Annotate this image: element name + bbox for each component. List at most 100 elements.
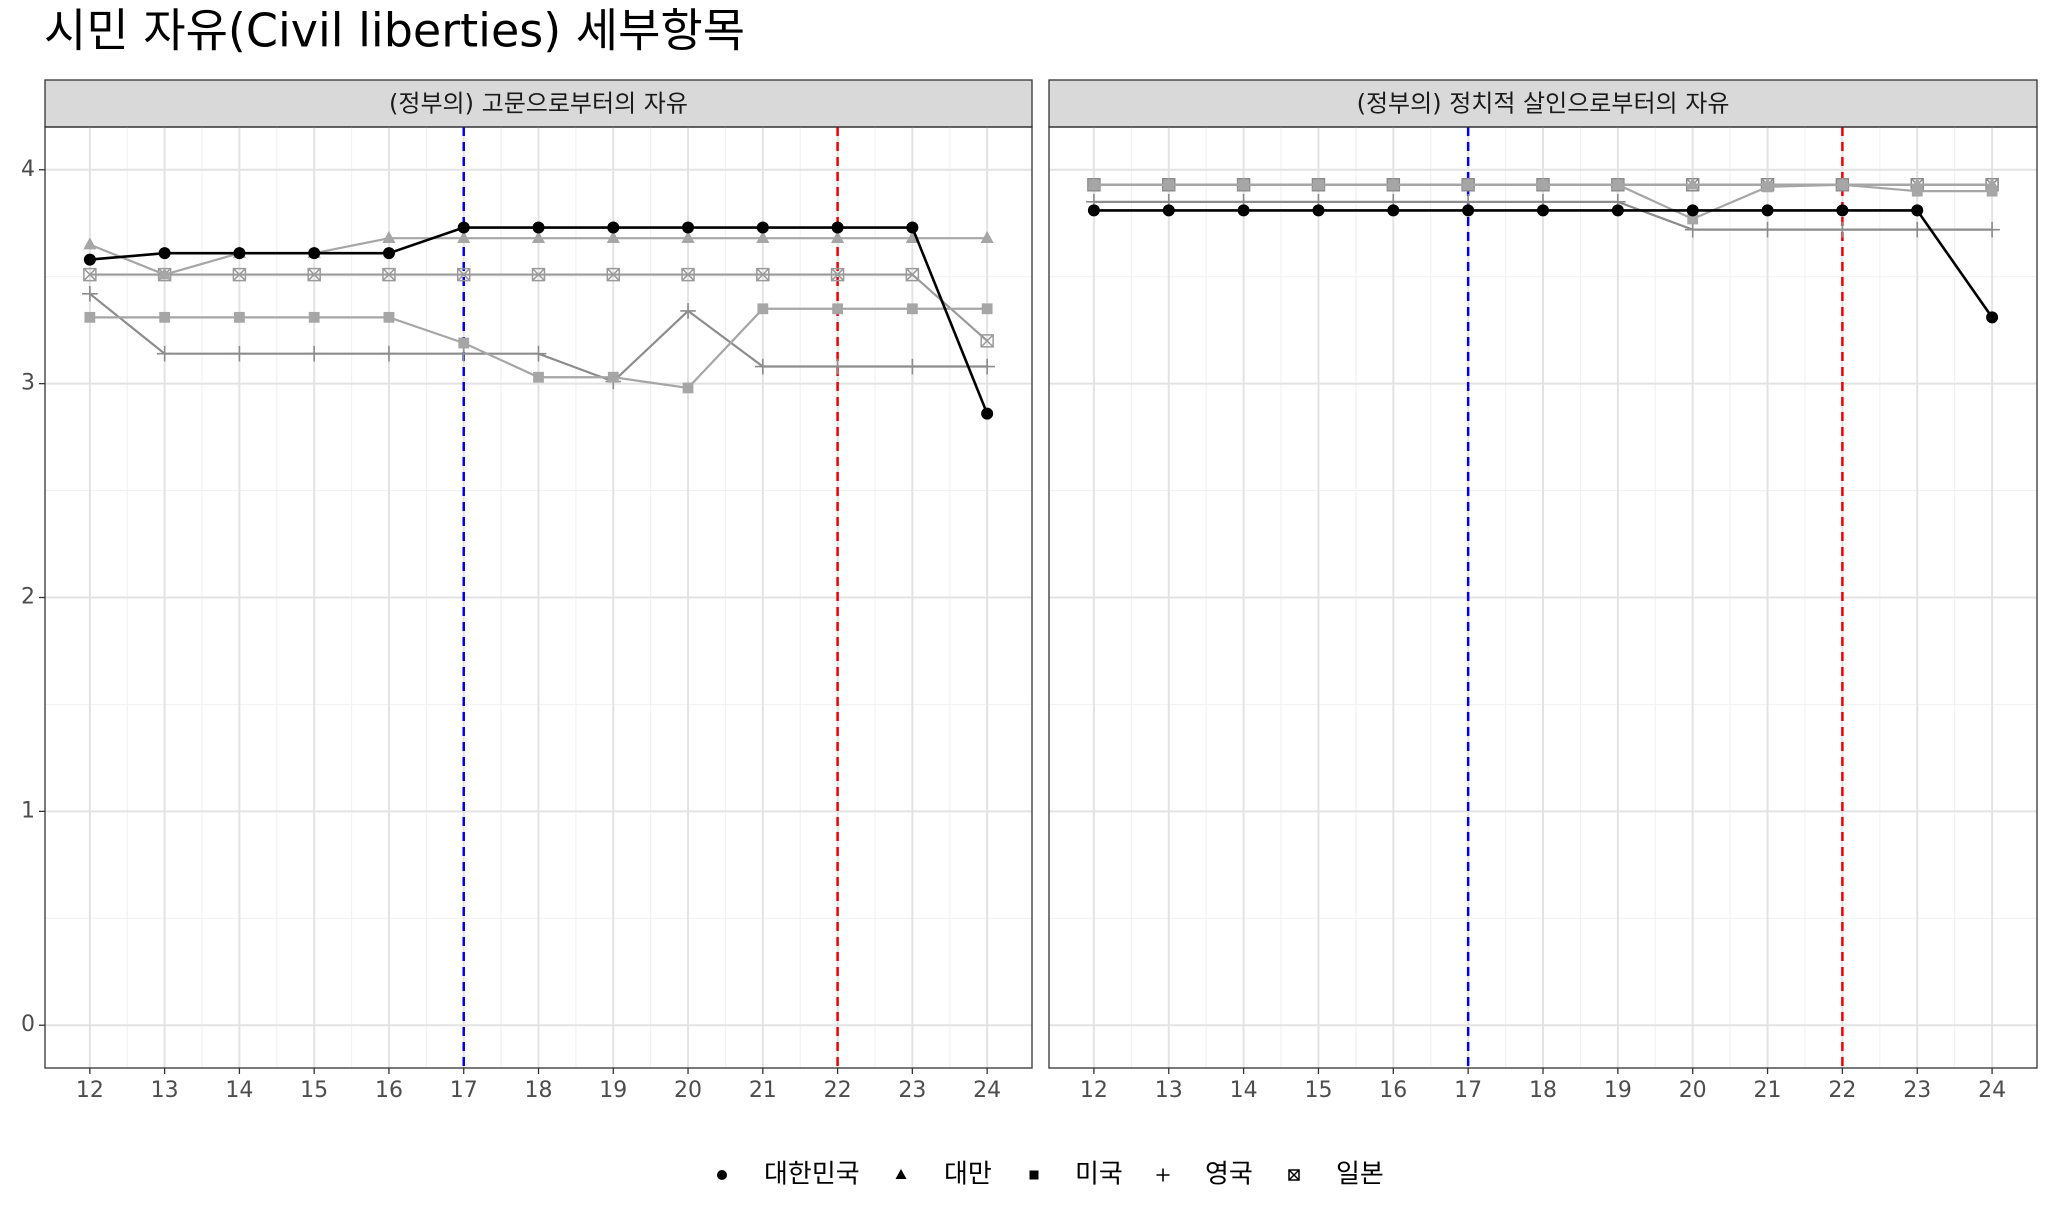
series-marker — [756, 231, 770, 244]
series-marker — [831, 221, 844, 234]
series-marker — [682, 382, 694, 394]
series-marker — [533, 371, 544, 383]
chart-title: 시민 자유(Civil liberties) 세부항목 — [44, 4, 745, 58]
x-tick-label: 21 — [749, 1078, 777, 1103]
y-tick-label: 2 — [21, 585, 35, 610]
series-marker — [981, 303, 993, 315]
series-marker — [1686, 177, 1700, 190]
panel-border — [1048, 126, 2038, 1069]
panel-title: (정부의) 고문으로부터의 자유 — [389, 90, 688, 118]
strip — [1048, 79, 2038, 128]
x-tick-label: 15 — [300, 1078, 328, 1103]
series-marker — [158, 247, 171, 260]
series-marker — [455, 345, 472, 362]
series-marker — [382, 247, 395, 260]
x-tick-label: 13 — [151, 1078, 179, 1103]
series-marker — [1910, 177, 1924, 190]
x-tick-label: 19 — [599, 1078, 627, 1103]
series-marker — [532, 221, 545, 234]
legend-label: 일본 — [1336, 1160, 1384, 1190]
x-tick-label: 22 — [824, 1078, 852, 1103]
series-marker — [156, 345, 173, 362]
series-marker — [1386, 177, 1400, 190]
series-marker — [383, 311, 395, 323]
series-marker — [1611, 177, 1625, 190]
series-marker — [159, 311, 171, 323]
series-marker — [531, 231, 546, 244]
x-tick-label: 12 — [1080, 1078, 1108, 1103]
series-marker — [681, 231, 695, 244]
series-marker — [1537, 204, 1549, 217]
series-marker — [307, 267, 321, 282]
series-marker — [457, 221, 470, 234]
series-marker — [1911, 204, 1924, 217]
series-marker — [234, 311, 245, 323]
series-marker — [905, 267, 920, 282]
legend-symbol — [717, 1170, 727, 1180]
series-marker — [1834, 221, 1851, 238]
series-marker — [1162, 177, 1176, 190]
series-marker — [1311, 177, 1326, 190]
series-marker — [1684, 221, 1701, 238]
series-marker — [1536, 177, 1550, 190]
x-tick-label: 20 — [1679, 1078, 1707, 1103]
x-tick-label: 20 — [674, 1078, 702, 1103]
series-marker — [979, 358, 995, 375]
series-marker — [232, 267, 247, 282]
series-marker — [1761, 204, 1774, 217]
legend-symbol — [1029, 1170, 1039, 1180]
series-marker — [1911, 185, 1923, 197]
legend-symbol — [895, 1169, 907, 1179]
panel-title: (정부의) 정치적 살인으로부터의 자유 — [1357, 90, 1730, 118]
series-marker — [381, 345, 397, 362]
y-tick-label: 4 — [21, 157, 35, 182]
x-tick-label: 22 — [1828, 1078, 1856, 1103]
x-tick-label: 18 — [525, 1078, 553, 1103]
series-marker — [233, 247, 246, 260]
series-marker — [1835, 177, 1849, 190]
series-marker — [830, 231, 845, 244]
x-tick-label: 15 — [1304, 1078, 1332, 1103]
series-marker — [981, 407, 994, 420]
series-marker — [84, 311, 96, 323]
series-marker — [681, 267, 695, 282]
series-marker — [82, 286, 98, 302]
x-tick-label: 23 — [898, 1078, 926, 1103]
series-marker — [757, 303, 769, 315]
series-marker — [1984, 221, 2000, 238]
x-tick-label: 24 — [1978, 1078, 2006, 1103]
series-marker — [755, 358, 771, 375]
series-marker — [382, 231, 396, 244]
series-marker — [1162, 204, 1175, 217]
x-tick-label: 16 — [1379, 1078, 1407, 1103]
series-marker — [1986, 311, 1999, 324]
x-tick-label: 18 — [1529, 1078, 1557, 1103]
series-marker — [682, 221, 695, 234]
y-tick-label: 3 — [21, 371, 35, 396]
series-marker — [756, 267, 770, 282]
series-marker — [308, 247, 321, 260]
x-tick-label: 13 — [1155, 1078, 1183, 1103]
series-marker — [1687, 213, 1699, 225]
series-marker — [680, 303, 696, 319]
legend-label: 영국 — [1205, 1160, 1253, 1190]
series-marker — [1836, 204, 1849, 217]
x-tick-label: 12 — [76, 1078, 104, 1103]
series-marker — [1087, 204, 1100, 217]
series-marker — [458, 337, 470, 349]
series-marker — [158, 267, 172, 280]
series-marker — [1760, 177, 1775, 190]
series-marker — [83, 267, 97, 282]
strip — [44, 79, 1033, 128]
series-marker — [83, 253, 96, 266]
series-marker — [606, 231, 620, 244]
x-tick-label: 19 — [1604, 1078, 1632, 1103]
series-marker — [382, 267, 396, 282]
series-marker — [756, 221, 769, 234]
series-marker — [1237, 177, 1251, 190]
x-tick-label: 14 — [1230, 1078, 1258, 1103]
series-marker — [906, 303, 918, 315]
series-marker — [456, 267, 471, 282]
